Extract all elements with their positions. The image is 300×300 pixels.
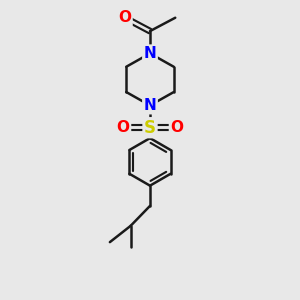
Text: O: O <box>118 10 131 25</box>
Text: O: O <box>117 120 130 135</box>
Text: O: O <box>170 120 183 135</box>
Text: S: S <box>144 119 156 137</box>
Text: N: N <box>144 98 156 113</box>
Text: N: N <box>144 46 156 61</box>
